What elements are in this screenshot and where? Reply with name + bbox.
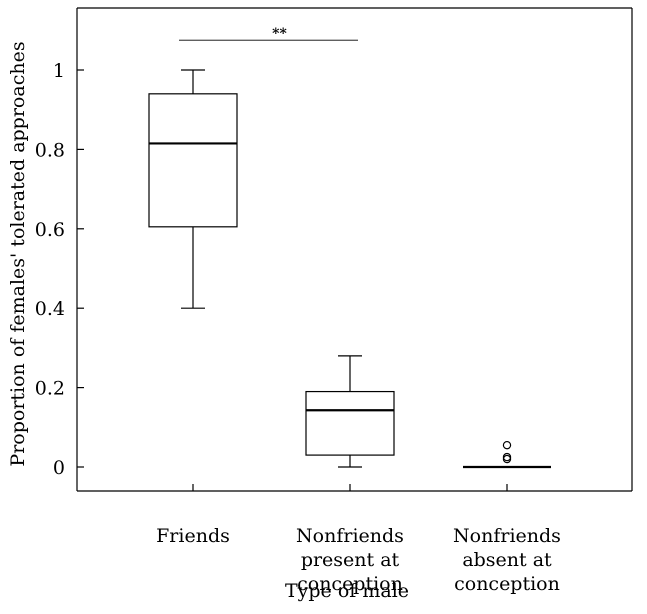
x-category-label: absent at [462, 549, 552, 571]
iqr-box [148, 93, 238, 228]
y-tick-label: 0.4 [35, 298, 65, 320]
outlier-point [502, 440, 512, 450]
x-category-label: conception [297, 573, 403, 595]
x-category-label: Friends [156, 525, 230, 547]
outlier-point [502, 454, 512, 464]
y-tick-label: 1 [53, 60, 65, 82]
x-category-label: conception [454, 573, 560, 595]
y-tick-label: 0.2 [35, 378, 65, 400]
iqr-box [305, 390, 395, 456]
x-category-label: present at [301, 549, 400, 571]
y-tick-label: 0.8 [35, 139, 65, 161]
y-tick-label: 0 [53, 457, 65, 479]
y-axis-title: Proportion of females' tolerated approac… [7, 41, 29, 466]
x-category-label: Nonfriends [296, 525, 404, 547]
x-axis-title: Type of male [285, 580, 409, 602]
significance-label: ** [272, 26, 287, 42]
y-tick-label: 0.6 [35, 219, 65, 241]
x-category-label: Nonfriends [453, 525, 561, 547]
